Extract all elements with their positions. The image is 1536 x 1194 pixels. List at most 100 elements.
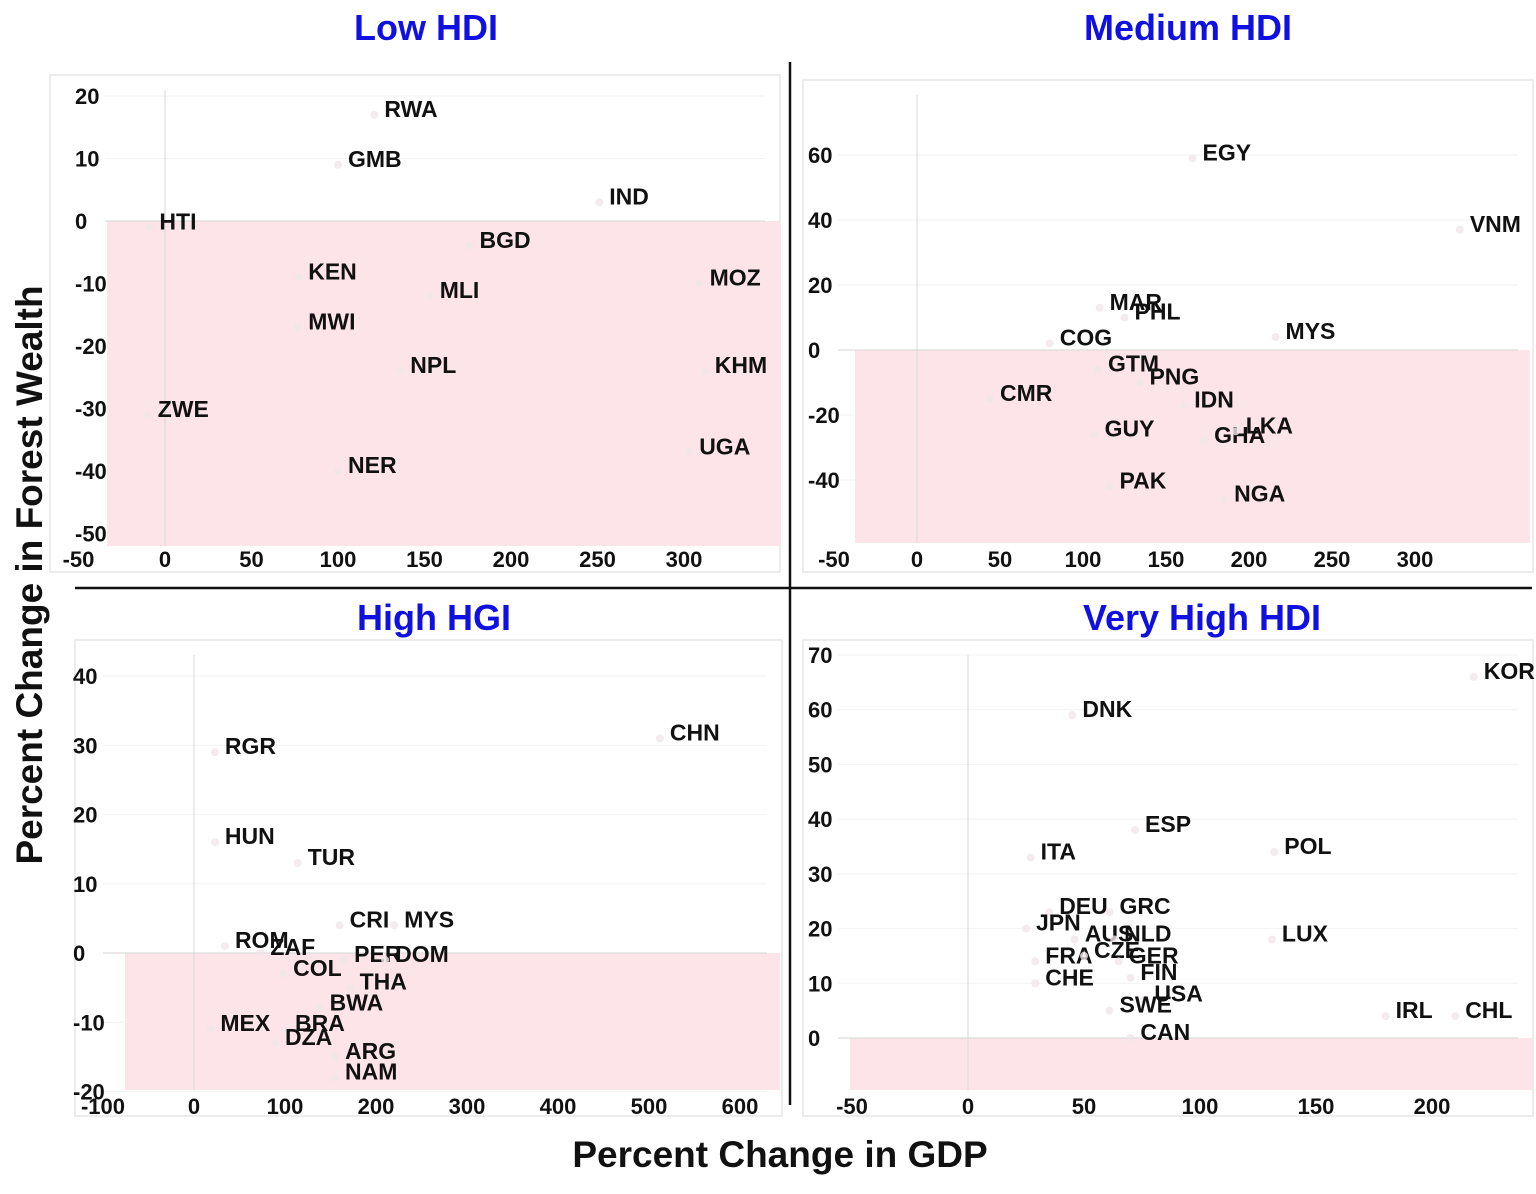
point-label: USA — [1154, 981, 1203, 1007]
x-tick-label: -50 — [836, 1094, 868, 1119]
point-label: LKA — [1246, 412, 1293, 438]
data-point — [1135, 378, 1144, 387]
panel-title-high: High HGI — [357, 597, 511, 638]
y-tick-label: -10 — [75, 272, 107, 297]
y-tick-label: -10 — [73, 1010, 105, 1035]
point-label: BWA — [330, 989, 384, 1015]
data-point — [345, 983, 354, 992]
point-label: THA — [360, 969, 407, 995]
y-tick-label: 10 — [808, 971, 832, 996]
point-label: FIN — [1140, 959, 1177, 985]
point-label: BRA — [295, 1010, 345, 1036]
y-tick-label: -40 — [75, 459, 107, 484]
data-point — [293, 858, 302, 867]
y-tick-label: 0 — [808, 1026, 820, 1051]
point-label: DEU — [1059, 893, 1108, 919]
point-label: HUN — [225, 823, 275, 849]
point-label: ARG — [345, 1038, 396, 1064]
y-tick-label: -30 — [75, 397, 107, 422]
plot-frame — [802, 639, 1534, 1117]
point-label: ESP — [1145, 811, 1191, 837]
data-point — [281, 1025, 289, 1034]
point-label: EGY — [1203, 139, 1252, 165]
y-axis-label: Percent Change in Forest Wealth — [9, 285, 50, 864]
point-label: IND — [609, 183, 649, 209]
data-point — [1114, 957, 1123, 966]
data-point — [1451, 1012, 1460, 1021]
y-tick-label: 30 — [808, 862, 832, 887]
y-tick-label: 10 — [75, 147, 99, 172]
data-point — [1231, 427, 1240, 436]
point-label: ITA — [1041, 838, 1076, 864]
point-label: NGA — [1234, 481, 1285, 507]
x-tick-label: 200 — [358, 1094, 395, 1119]
point-label: NPL — [410, 352, 456, 378]
data-point — [425, 292, 434, 300]
data-point — [1105, 908, 1114, 917]
y-tick-label: 0 — [75, 209, 87, 234]
x-tick-label: 250 — [1314, 547, 1351, 572]
x-tick-label: 500 — [631, 1094, 668, 1119]
data-point — [1131, 826, 1140, 835]
data-point — [1188, 154, 1197, 163]
data-point — [1469, 672, 1478, 681]
point-label: NLD — [1124, 921, 1171, 947]
y-tick-label: -20 — [73, 1080, 105, 1105]
y-tick-label: -20 — [75, 334, 107, 359]
data-point — [1026, 853, 1035, 862]
data-point — [1031, 957, 1040, 966]
point-label: DOM — [395, 941, 449, 967]
x-tick-label: 150 — [1148, 547, 1185, 572]
x-tick-label: 150 — [1298, 1094, 1335, 1119]
data-point — [315, 1004, 324, 1013]
negative-region — [850, 1038, 1533, 1090]
data-point — [390, 921, 399, 930]
data-point — [210, 748, 219, 757]
point-label: KOR — [1484, 658, 1536, 684]
panel-title-medium: Medium HDI — [1084, 7, 1292, 48]
data-point — [1220, 495, 1229, 504]
data-point — [1105, 1006, 1114, 1015]
x-tick-label: 200 — [1414, 1094, 1451, 1119]
data-point — [685, 448, 694, 457]
x-tick-label: 50 — [239, 547, 263, 572]
y-tick-label: 0 — [808, 338, 820, 363]
point-label: KEN — [308, 258, 357, 284]
data-point — [206, 1025, 215, 1034]
point-label: DNK — [1082, 696, 1132, 722]
point-label: GHA — [1214, 422, 1265, 448]
y-tick-label: 70 — [808, 643, 832, 668]
point-label: GMB — [348, 146, 402, 172]
data-point — [256, 949, 265, 957]
point-label: KHM — [715, 352, 767, 378]
x-tick-label: 0 — [188, 1094, 200, 1119]
x-tick-label: 100 — [1065, 547, 1102, 572]
data-point — [1126, 973, 1135, 982]
data-point — [465, 242, 474, 250]
point-label: TUR — [308, 844, 356, 870]
point-label: MOZ — [710, 265, 761, 291]
y-tick-label: 20 — [808, 273, 832, 298]
data-point — [220, 942, 229, 951]
point-label: NER — [348, 452, 397, 478]
point-label: UGA — [699, 433, 750, 459]
point-label: PNG — [1149, 364, 1199, 390]
data-point — [1031, 979, 1040, 988]
data-point — [396, 367, 405, 375]
data-point — [1267, 935, 1276, 944]
point-label: ZAF — [270, 934, 315, 960]
x-tick-label: 50 — [988, 547, 1012, 572]
data-point — [335, 921, 344, 930]
y-tick-label: 20 — [75, 84, 99, 109]
point-label: RGR — [225, 733, 277, 759]
point-label: MLI — [440, 277, 480, 303]
x-tick-label: -50 — [63, 547, 95, 572]
data-point — [1110, 935, 1119, 944]
y-tick-label: 60 — [808, 143, 832, 168]
y-tick-label: -50 — [75, 522, 107, 547]
data-point — [695, 279, 704, 288]
